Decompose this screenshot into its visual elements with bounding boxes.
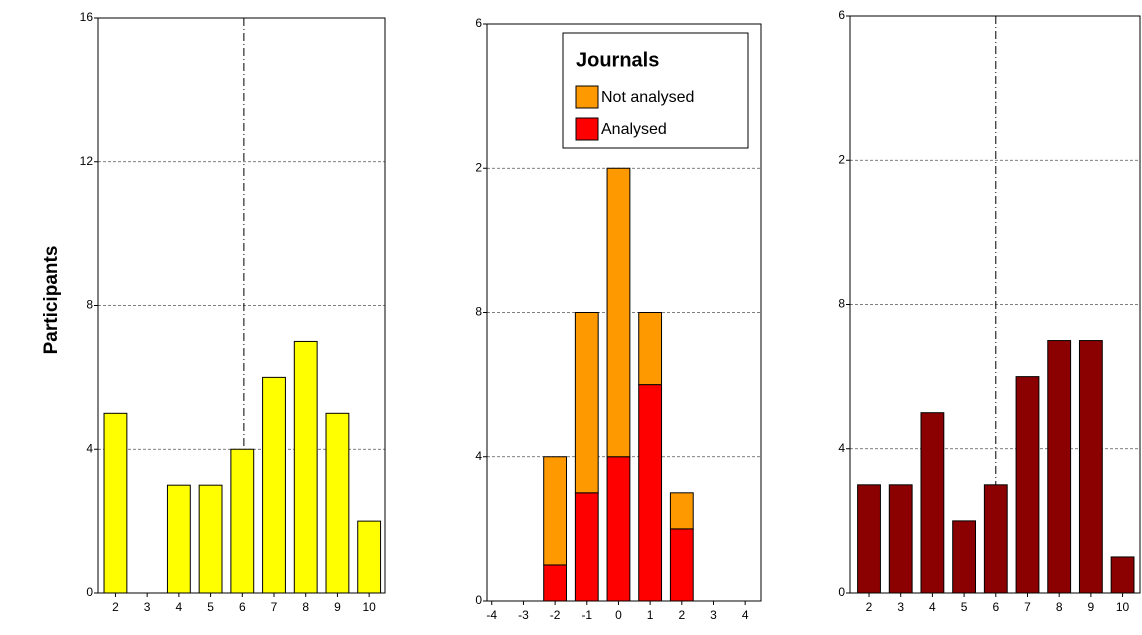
- x-tick-label: 9: [1088, 600, 1095, 614]
- x-tick-label: -1: [581, 608, 592, 622]
- x-tick-label: 5: [207, 600, 214, 614]
- x-tick-label: 2: [866, 600, 873, 614]
- x-tick-label: 10: [1116, 600, 1130, 614]
- x-tick-label: 5: [961, 600, 968, 614]
- bar: [920, 412, 945, 594]
- bar: [1078, 340, 1103, 594]
- y-tick-label: 6: [838, 8, 845, 22]
- x-tick-label: 4: [929, 600, 936, 614]
- bar: [1015, 376, 1040, 594]
- y-tick-label: 0: [475, 593, 482, 607]
- bar: [952, 520, 977, 594]
- y-tick-label: 6: [475, 16, 482, 30]
- x-tick-label: 2: [112, 600, 119, 614]
- x-tick-label: 7: [271, 600, 278, 614]
- x-tick-label: 3: [144, 600, 151, 614]
- x-tick-label: 0: [615, 608, 622, 622]
- y-tick-label: 2: [475, 160, 482, 174]
- x-tick-label: 2: [678, 608, 685, 622]
- bar: [357, 520, 382, 594]
- x-tick-label: 4: [742, 608, 749, 622]
- y-tick-label: 4: [86, 441, 93, 455]
- bar: [983, 484, 1008, 594]
- x-tick-label: 10: [362, 600, 376, 614]
- bar-segment: [669, 528, 694, 602]
- bar: [198, 484, 223, 594]
- legend-label: Analysed: [601, 121, 667, 138]
- x-tick-label: -3: [518, 608, 529, 622]
- y-tick-label: 4: [838, 441, 845, 455]
- plot-frame: [849, 15, 1141, 594]
- bar-segment: [543, 456, 568, 566]
- y-tick-label: 0: [86, 585, 93, 599]
- y-tick-label: 8: [838, 297, 845, 311]
- x-tick-label: 8: [302, 600, 309, 614]
- legend-title: Journals: [576, 49, 659, 71]
- x-tick-label: 9: [334, 600, 341, 614]
- legend-swatch: [575, 117, 599, 141]
- bar-segment: [669, 492, 694, 530]
- bar: [1110, 556, 1135, 594]
- y-tick-label: 12: [80, 154, 94, 168]
- x-tick-label: 4: [176, 600, 183, 614]
- legend-label: Not analysed: [601, 89, 694, 106]
- x-tick-label: 3: [897, 600, 904, 614]
- bar-segment: [606, 167, 631, 458]
- x-tick-label: 7: [1024, 600, 1031, 614]
- bar-segment: [638, 384, 663, 602]
- bar-segment: [574, 312, 599, 494]
- bar: [230, 448, 255, 594]
- x-tick-label: -4: [486, 608, 497, 622]
- bar: [262, 376, 286, 594]
- bar: [103, 412, 128, 594]
- y-tick-label: 0: [838, 585, 845, 599]
- x-tick-label: -2: [550, 608, 561, 622]
- y-tick-label: 4: [475, 449, 482, 463]
- x-tick-label: 1: [647, 608, 654, 622]
- y-tick-label: 16: [80, 10, 94, 24]
- x-tick-label: 6: [239, 600, 246, 614]
- y-tick-label: 2: [838, 152, 845, 166]
- x-tick-label: 8: [1056, 600, 1063, 614]
- y-tick-label: 8: [86, 298, 93, 312]
- bar: [166, 484, 191, 594]
- bar: [325, 412, 350, 594]
- x-tick-label: 6: [992, 600, 999, 614]
- bar: [888, 484, 913, 594]
- bar: [857, 484, 881, 594]
- bar: [293, 340, 318, 594]
- x-tick-label: 3: [710, 608, 717, 622]
- bar-segment: [606, 456, 631, 602]
- bar: [1047, 340, 1072, 594]
- bar-segment: [638, 312, 663, 386]
- legend-swatch: [575, 85, 599, 109]
- plot-frame: [97, 17, 386, 594]
- plot-frame: [486, 23, 762, 602]
- bar-segment: [574, 492, 599, 602]
- bar-segment: [543, 564, 568, 602]
- y-axis-label: Participants: [41, 246, 62, 355]
- y-tick-label: 8: [475, 305, 482, 319]
